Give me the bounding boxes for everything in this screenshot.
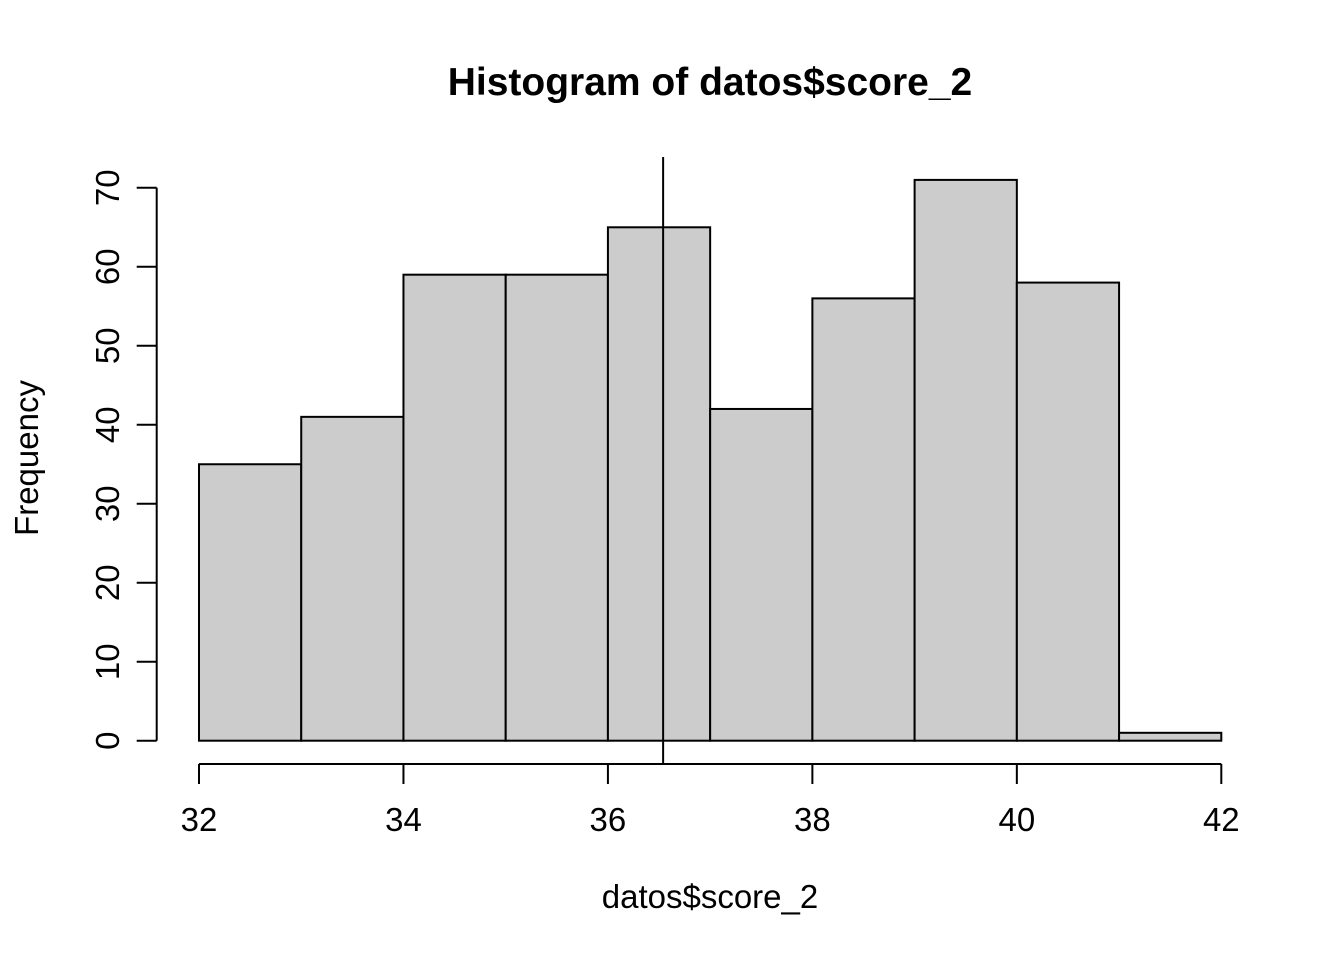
y-tick-label: 20 — [89, 564, 126, 601]
histogram-bar — [402, 273, 507, 742]
histogram-bar — [198, 463, 303, 742]
histogram-bar — [300, 415, 405, 742]
y-tick-label: 10 — [89, 643, 126, 680]
x-tick-label: 36 — [590, 801, 627, 838]
x-tick-label: 42 — [1203, 801, 1240, 838]
histogram-bar — [811, 297, 916, 742]
x-tick-label: 38 — [794, 801, 831, 838]
y-tick-label: 40 — [89, 406, 126, 443]
histogram-bar — [1118, 731, 1223, 742]
y-tick-label: 60 — [89, 248, 126, 285]
histogram-bar — [1015, 281, 1121, 742]
histogram-bar — [709, 407, 814, 742]
y-tick-label: 50 — [89, 327, 126, 364]
y-axis-label: Frequency — [8, 380, 45, 536]
y-tick-label: 0 — [89, 732, 126, 750]
chart-layer: 0 10 20 30 40 50 60 70 32 34 36 38 40 42 — [89, 157, 1240, 838]
chart-title: Histogram of datos$score_2 — [448, 61, 973, 104]
histogram-bar — [504, 273, 609, 742]
x-tick-label: 34 — [385, 801, 422, 838]
histogram-bar — [606, 226, 712, 742]
x-tick-label: 32 — [181, 801, 218, 838]
histogram-bar — [913, 178, 1018, 742]
x-tick-label: 40 — [998, 801, 1035, 838]
y-tick-label: 30 — [89, 485, 126, 522]
x-axis-label: datos$score_2 — [602, 878, 818, 915]
y-tick-label: 70 — [89, 169, 126, 206]
